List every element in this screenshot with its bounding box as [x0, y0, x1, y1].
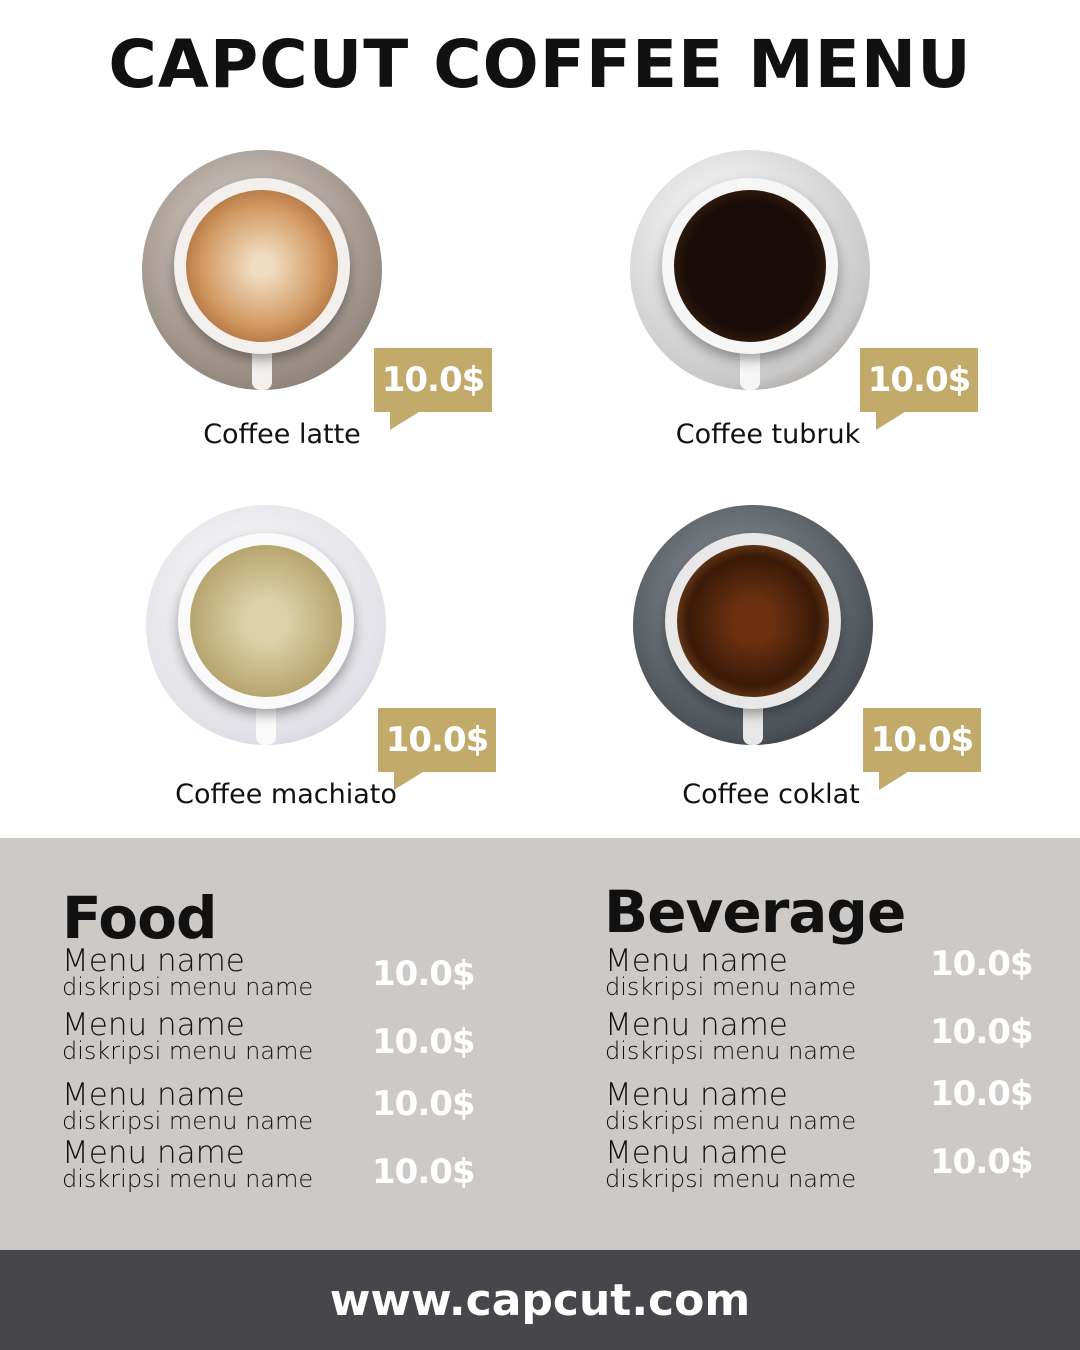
menu-item-name: Menu name — [62, 1077, 245, 1113]
coffee-name: Coffee machiato — [175, 779, 397, 810]
coffee-name: Coffee tubruk — [675, 419, 861, 450]
cup-handle — [252, 350, 272, 390]
price-tag: 10.0$ — [374, 348, 492, 412]
coffee-liquid — [677, 545, 829, 697]
coffee-image — [633, 505, 873, 745]
page-title: CAPCUT COFFEE MENU — [108, 26, 972, 103]
menu-item-description: diskripsi menu name — [62, 1107, 314, 1135]
menu-item-price: 10.0$ — [372, 1152, 476, 1192]
menu-item-description: diskripsi menu name — [605, 1037, 857, 1065]
coffee-liquid — [674, 190, 826, 342]
price-tag-tail — [394, 770, 426, 790]
coffee-liquid — [186, 190, 338, 342]
menu-item-price: 10.0$ — [372, 954, 476, 994]
menu-item-price: 10.0$ — [930, 1074, 1034, 1114]
menu-item-price: 10.0$ — [372, 1022, 476, 1062]
menu-item-price: 10.0$ — [930, 1012, 1034, 1052]
price-tag-tail — [390, 410, 422, 430]
menu-item-description: diskripsi menu name — [62, 1037, 314, 1065]
menu-item-name: Menu name — [62, 1007, 245, 1043]
menu-item-description: diskripsi menu name — [605, 1107, 857, 1135]
menu-item-name: Menu name — [605, 1077, 788, 1113]
food-heading: Food — [62, 884, 217, 952]
coffee-image — [630, 150, 870, 390]
coffee-name: Coffee latte — [203, 419, 361, 450]
menu-item-description: diskripsi menu name — [605, 1165, 857, 1193]
price-tag-tail — [876, 410, 908, 430]
menu-item-description: diskripsi menu name — [62, 973, 314, 1001]
menu-item-description: diskripsi menu name — [605, 973, 857, 1001]
price-tag: 10.0$ — [863, 708, 981, 772]
cup-handle — [743, 705, 763, 745]
menu-item-name: Menu name — [62, 943, 245, 979]
menu-item-price: 10.0$ — [372, 1084, 476, 1124]
menu-item-price: 10.0$ — [930, 944, 1034, 984]
coffee-image — [146, 505, 386, 745]
menu-item-price: 10.0$ — [930, 1142, 1034, 1182]
coffee-liquid — [190, 545, 342, 697]
menu-item-name: Menu name — [605, 943, 788, 979]
footer-url: www.capcut.com — [0, 1250, 1080, 1350]
menu-item-name: Menu name — [62, 1135, 245, 1171]
coffee-image — [142, 150, 382, 390]
menu-item-description: diskripsi menu name — [62, 1165, 314, 1193]
menu-item-name: Menu name — [605, 1135, 788, 1171]
cup-handle — [256, 705, 276, 745]
price-tag: 10.0$ — [860, 348, 978, 412]
beverage-heading: Beverage — [604, 878, 906, 946]
menu-item-name: Menu name — [605, 1007, 788, 1043]
menu-list-section: Food Beverage Menu name diskripsi menu n… — [0, 838, 1080, 1250]
coffee-name: Coffee coklat — [682, 779, 860, 810]
cup-handle — [740, 350, 760, 390]
price-tag-tail — [879, 770, 911, 790]
price-tag: 10.0$ — [378, 708, 496, 772]
